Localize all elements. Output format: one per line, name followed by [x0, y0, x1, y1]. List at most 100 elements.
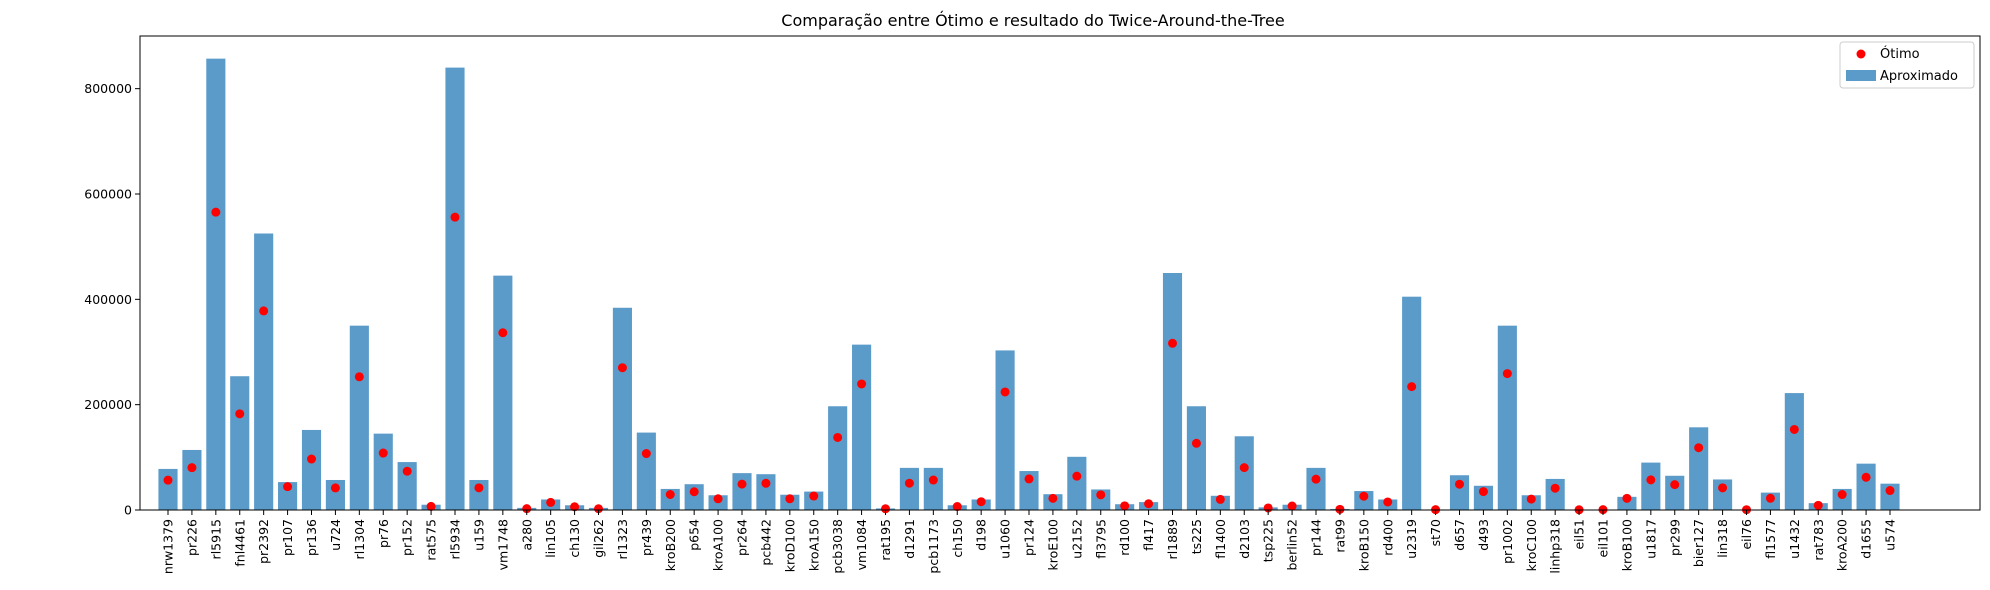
x-tick-label-u1060: u1060: [998, 519, 1013, 559]
bar-vm1084: [852, 344, 872, 510]
point-rl1304: [354, 372, 364, 382]
point-pr2392: [259, 306, 269, 316]
point-p654: [689, 487, 699, 497]
x-tick-label-kroA200: kroA200: [1835, 519, 1850, 571]
point-ch150: [952, 502, 962, 512]
point-bier127: [1694, 443, 1704, 453]
x-tick-label-fl1577: fl1577: [1763, 519, 1778, 559]
point-u1817: [1646, 475, 1656, 485]
x-tick-label-u724: u724: [328, 519, 343, 551]
x-tick-label-u1817: u1817: [1643, 519, 1658, 559]
x-tick-label-u159: u159: [471, 519, 486, 551]
point-u724: [330, 483, 340, 493]
point-rat783: [1813, 500, 1823, 510]
bar-u1432: [1784, 393, 1804, 510]
x-tick-label-linhp318: linhp318: [1548, 519, 1563, 574]
x-tick-label-pr2392: pr2392: [256, 519, 271, 564]
point-pr107: [283, 482, 293, 492]
x-tick-label-fl417: fl417: [1141, 519, 1156, 551]
bar-kroB200: [660, 488, 680, 510]
x-tick-label-lin105: lin105: [543, 519, 558, 558]
x-tick-label-fl3795: fl3795: [1093, 519, 1108, 559]
x-tick-label-kroB100: kroB100: [1619, 519, 1634, 571]
point-fl1400: [1215, 494, 1225, 504]
x-tick-label-d657: d657: [1452, 519, 1467, 551]
point-d1291: [904, 478, 914, 488]
x-tick-label-pr226: pr226: [184, 519, 199, 556]
point-lin105: [546, 497, 556, 507]
point-kroB150: [1359, 491, 1369, 501]
point-pr144: [1311, 474, 1321, 484]
x-tick-label-rat575: rat575: [424, 519, 439, 561]
x-tick-label-kroC100: kroC100: [1524, 519, 1539, 571]
y-tick-label-600000: 600000: [84, 187, 132, 202]
bar-pr439: [636, 432, 656, 510]
point-rl1889: [1168, 338, 1177, 348]
point-pr136: [307, 454, 316, 464]
point-fl1577: [1765, 493, 1775, 503]
x-tick-label-fnl4461: fnl4461: [232, 519, 247, 567]
point-berlin52: [1287, 501, 1297, 511]
y-axis: 0 200000 400000 600000 800000: [84, 81, 140, 518]
point-nrw1379: [163, 475, 173, 485]
bar-u2319: [1402, 296, 1422, 510]
x-tick-label-u1432: u1432: [1787, 519, 1802, 559]
bar-kroA200: [1832, 488, 1852, 510]
bar-rl1889: [1162, 273, 1183, 510]
bar-u1060: [995, 350, 1015, 510]
x-tick-label-pr299: pr299: [1667, 519, 1682, 556]
bar-u574: [1880, 483, 1900, 510]
x-tick-label-d493: d493: [1476, 519, 1491, 551]
x-tick-label-pr439: pr439: [639, 519, 654, 556]
bar-pr152: [397, 462, 417, 510]
y-tick-label-200000: 200000: [84, 397, 132, 412]
x-tick-label-rd100: rd100: [1117, 519, 1132, 556]
bar-kroB100: [1617, 496, 1637, 510]
x-tick-label-kroA150: kroA150: [806, 519, 821, 571]
bar-bier127: [1689, 427, 1709, 510]
x-tick-label-pr264: pr264: [735, 519, 750, 556]
point-pr76: [378, 448, 388, 458]
bar-d1655: [1856, 463, 1876, 510]
bar-pcb3038: [828, 406, 848, 510]
bar-pr124: [1019, 471, 1039, 510]
point-d2103: [1239, 463, 1249, 473]
point-rl5934: [450, 212, 460, 222]
x-tick-label-rl1323: rl1323: [615, 519, 630, 559]
x-tick-label-u2319: u2319: [1404, 519, 1419, 559]
y-tick-label-800000: 800000: [84, 81, 132, 96]
x-tick-label-rat195: rat195: [878, 519, 893, 561]
legend-swatch-aproximado: [1846, 70, 1876, 81]
bar-group: [158, 58, 1900, 511]
bar-pr226: [182, 449, 202, 510]
point-pcb442: [761, 478, 771, 488]
x-tick-label-rl1889: rl1889: [1165, 519, 1180, 559]
bar-d657: [1449, 475, 1470, 510]
point-u1060: [1000, 387, 1010, 397]
bar-pr299: [1665, 475, 1685, 510]
point-vm1084: [857, 379, 867, 389]
bar-linhp318: [1545, 478, 1565, 510]
x-tick-label-kroD100: kroD100: [782, 519, 797, 572]
x-tick-label-berlin52: berlin52: [1285, 519, 1300, 571]
point-pcb3038: [833, 432, 843, 442]
bar-pcb442: [756, 474, 776, 510]
point-u2152: [1072, 471, 1082, 481]
legend: Ótimo Aproximado: [1839, 41, 1975, 89]
bar-lin318: [1713, 479, 1733, 510]
x-tick-label-st70: st70: [1428, 519, 1443, 546]
point-fl3795: [1096, 490, 1106, 500]
x-tick-label-rat99: rat99: [1332, 519, 1347, 553]
x-tick-label-eil51: eil51: [1572, 519, 1587, 550]
point-linhp318: [1550, 483, 1560, 493]
bar-u159: [469, 479, 489, 510]
bar-u2152: [1067, 456, 1087, 510]
x-tick-label-fl1400: fl1400: [1213, 519, 1228, 559]
point-ch130: [570, 502, 580, 512]
bar-u724: [325, 479, 345, 510]
point-rat99: [1335, 504, 1345, 514]
bar-pr107: [278, 482, 298, 510]
x-tick-label-pcb3038: pcb3038: [830, 519, 845, 574]
point-d493: [1478, 487, 1488, 497]
